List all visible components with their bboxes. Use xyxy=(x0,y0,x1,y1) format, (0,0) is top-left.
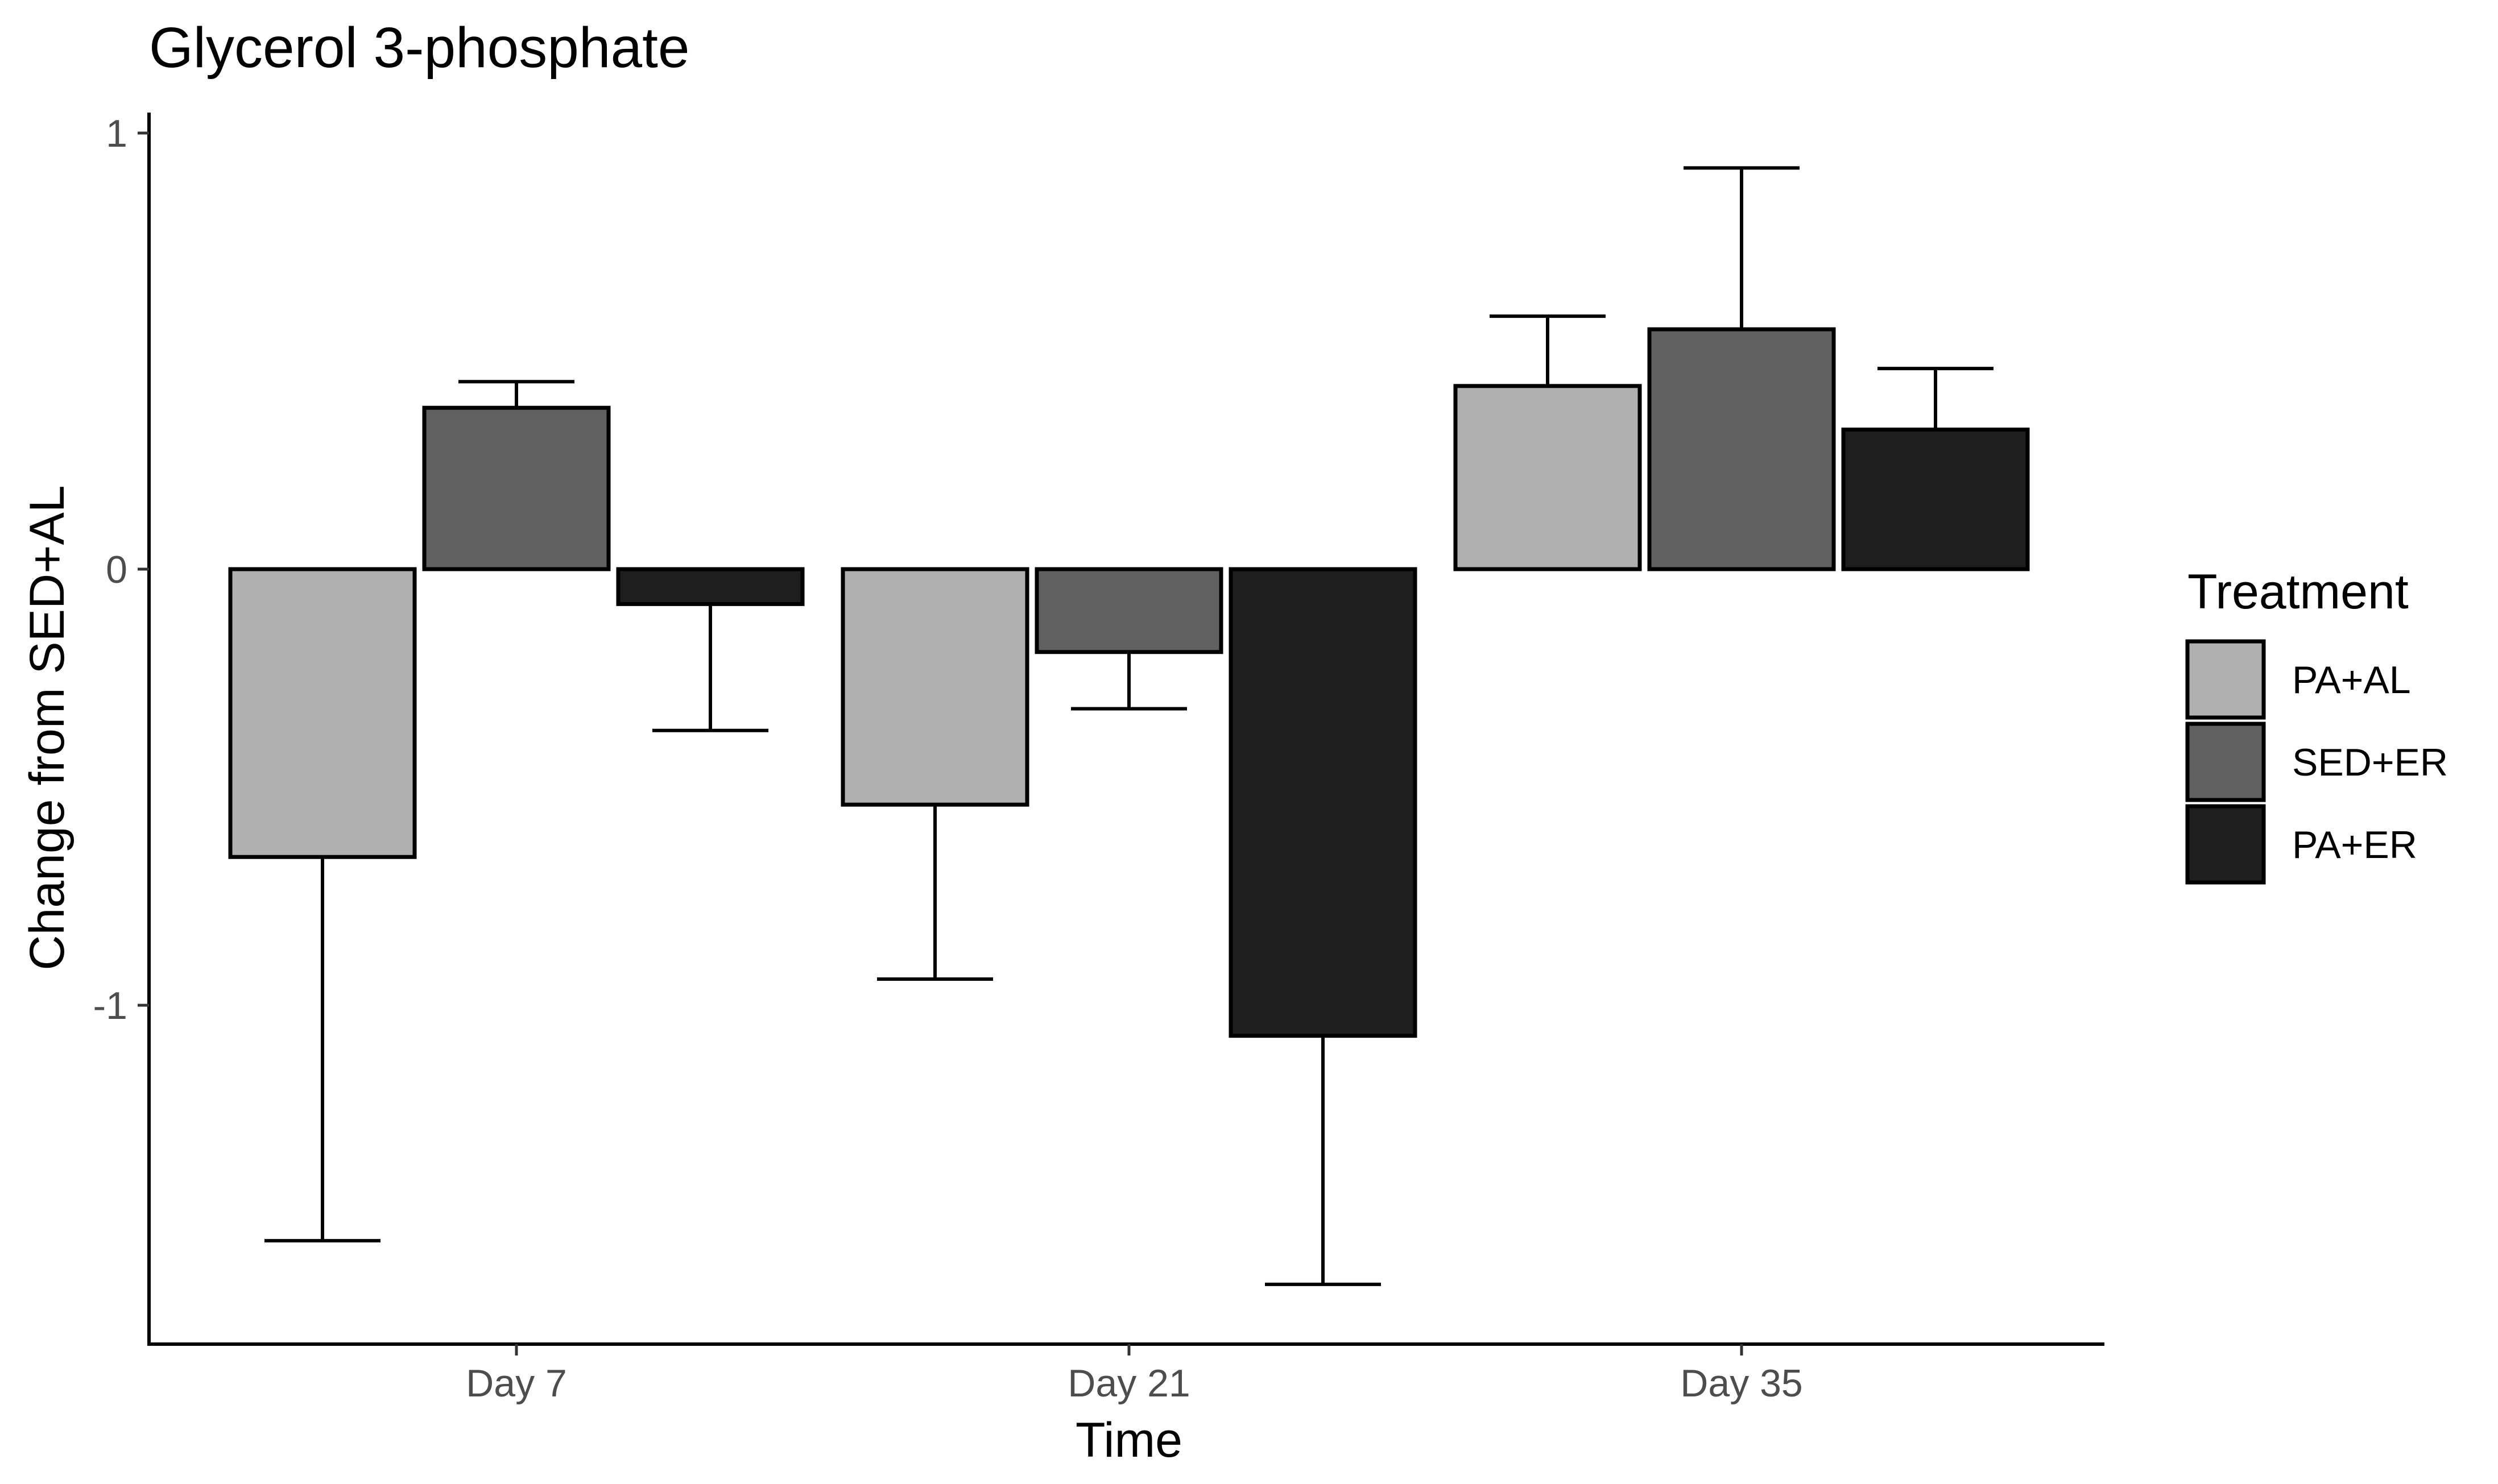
x-tick-label: Day 7 xyxy=(466,1362,567,1405)
legend-title: Treatment xyxy=(2187,565,2409,619)
error-bars-layer xyxy=(264,166,1994,1286)
chart-title: Glycerol 3-phosphate xyxy=(149,16,690,80)
bar-sed-er-day-7 xyxy=(422,405,611,571)
bar-pa-er-day-7 xyxy=(616,567,805,606)
x-axis-ticks: Day 7 Day 21 Day 35 xyxy=(466,1344,1803,1405)
bar-pa-al-day-7 xyxy=(228,567,417,859)
y-tick-label: -1 xyxy=(93,984,127,1027)
legend: Treatment PA+AL SED+ER PA+ER xyxy=(2185,565,2448,885)
x-tick-label: Day 21 xyxy=(1068,1362,1190,1405)
bar-pa-er-day-35 xyxy=(1841,428,2030,571)
legend-swatch-pa-er xyxy=(2185,804,2266,885)
bar-pa-al-day-35 xyxy=(1453,384,1642,571)
legend-swatch-pa-al xyxy=(2185,639,2266,720)
x-tick-label: Day 35 xyxy=(1680,1362,1802,1405)
bar-pa-al-day-21 xyxy=(841,567,1029,807)
legend-label-pa-al: PA+AL xyxy=(2292,658,2411,702)
y-tick-label: 0 xyxy=(106,548,127,591)
y-tick-label: 1 xyxy=(106,112,127,155)
y-axis-title: Change from SED+AL xyxy=(20,485,75,970)
y-axis-ticks: 1 0 -1 xyxy=(93,112,149,1027)
bar-sed-er-day-35 xyxy=(1647,327,1836,571)
x-axis-title: Time xyxy=(1076,1413,1182,1468)
legend-label-pa-er: PA+ER xyxy=(2292,823,2417,867)
legend-swatch-sed-er xyxy=(2185,722,2266,802)
legend-label-sed-er: SED+ER xyxy=(2292,741,2448,784)
legend-items: PA+AL SED+ER PA+ER xyxy=(2185,639,2448,885)
bar-pa-er-day-21 xyxy=(1229,567,1417,1038)
bars-layer xyxy=(228,327,2030,1038)
bar-sed-er-day-21 xyxy=(1035,567,1223,654)
